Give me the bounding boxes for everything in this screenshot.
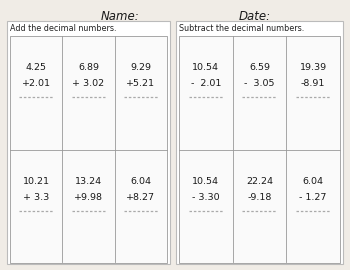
Text: + 3.3: + 3.3 [23,193,49,202]
Text: -  2.01: - 2.01 [191,79,221,87]
Text: 9.29: 9.29 [130,63,151,72]
Text: 10.54: 10.54 [193,63,219,72]
Text: 10.21: 10.21 [23,177,50,186]
Text: - 1.27: - 1.27 [300,193,327,202]
Text: -8.91: -8.91 [301,79,326,87]
Text: +5.21: +5.21 [126,79,155,87]
Text: -9.18: -9.18 [247,193,272,202]
Text: 22.24: 22.24 [246,177,273,186]
Bar [7,21,170,264]
Text: -  3.05: - 3.05 [244,79,275,87]
Bar [179,36,340,263]
Text: Add the decimal numbers.: Add the decimal numbers. [10,24,117,33]
Bar [176,21,343,264]
Text: +9.98: +9.98 [74,193,103,202]
Text: Name:: Name: [101,10,139,23]
Bar [10,36,167,263]
Text: 19.39: 19.39 [300,63,327,72]
Text: +2.01: +2.01 [22,79,51,87]
Text: 6.89: 6.89 [78,63,99,72]
Text: + 3.02: + 3.02 [72,79,105,87]
Text: 6.59: 6.59 [249,63,270,72]
Text: Subtract the decimal numbers.: Subtract the decimal numbers. [179,24,304,33]
Text: 6.04: 6.04 [303,177,324,186]
Text: - 3.30: - 3.30 [192,193,220,202]
Text: 4.25: 4.25 [26,63,47,72]
Text: Date:: Date: [239,10,271,23]
Text: 6.04: 6.04 [130,177,151,186]
Text: 13.24: 13.24 [75,177,102,186]
Text: +8.27: +8.27 [126,193,155,202]
Text: 10.54: 10.54 [193,177,219,186]
